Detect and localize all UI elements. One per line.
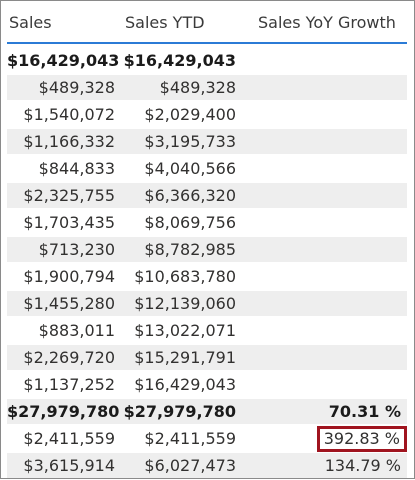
cell-sales-ytd: $16,429,043 <box>134 375 236 394</box>
table-total-row[interactable]: $16,429,043 $16,429,043 <box>7 48 407 73</box>
table-row[interactable]: $713,230 $8,782,985 <box>7 237 407 262</box>
table-header: Sales Sales YTD Sales YoY Growth <box>7 3 407 44</box>
cell-sales: $16,429,043 <box>7 51 120 70</box>
table-row[interactable]: $844,833 $4,040,566 <box>7 156 407 181</box>
cell-sales-ytd: $8,782,985 <box>144 240 236 259</box>
table-row[interactable]: $2,269,720 $15,291,791 <box>7 345 407 370</box>
cell-sales: $1,455,280 <box>23 294 115 313</box>
cell-sales: $1,166,332 <box>23 132 115 151</box>
cell-sales: $2,269,720 <box>23 348 115 367</box>
table-total-row[interactable]: $27,979,780 $27,979,780 70.31 % <box>7 399 407 424</box>
table-row[interactable]: $1,540,072 $2,029,400 <box>7 102 407 127</box>
cell-sales-ytd: $6,366,320 <box>144 186 236 205</box>
cell-sales: $1,703,435 <box>23 213 115 232</box>
cell-sales-yoy-growth: 392.83 % <box>246 425 407 452</box>
table-row[interactable]: $1,137,252 $16,429,043 <box>7 372 407 397</box>
cell-sales-ytd: $8,069,756 <box>144 213 236 232</box>
cell-sales-ytd: $12,139,060 <box>134 294 236 313</box>
table-row[interactable]: $2,325,755 $6,366,320 <box>7 183 407 208</box>
cell-sales: $2,325,755 <box>23 186 115 205</box>
cell-sales-ytd: $15,291,791 <box>134 348 236 367</box>
column-header-sales-yoy-growth[interactable]: Sales YoY Growth <box>258 13 396 32</box>
cell-sales: $883,011 <box>38 321 115 340</box>
column-header-sales[interactable]: Sales <box>9 13 52 32</box>
table-row[interactable]: $489,328 $489,328 <box>7 75 407 100</box>
cell-sales-ytd: $16,429,043 <box>123 51 236 70</box>
cell-sales-yoy-growth: 134.79 % <box>324 456 401 475</box>
cell-sales-ytd: $3,195,733 <box>144 132 236 151</box>
cell-sales-ytd: $10,683,780 <box>134 267 236 286</box>
table-row[interactable]: $883,011 $13,022,071 <box>7 318 407 343</box>
cell-sales: $1,900,794 <box>23 267 115 286</box>
cell-sales: $2,411,559 <box>23 429 115 448</box>
cell-sales: $3,615,914 <box>23 456 115 475</box>
cell-sales: $1,137,252 <box>23 375 115 394</box>
cell-sales-ytd: $6,027,473 <box>144 456 236 475</box>
cell-sales-ytd: $13,022,071 <box>134 321 236 340</box>
table-row[interactable]: $1,455,280 $12,139,060 <box>7 291 407 316</box>
cell-sales-ytd: $2,411,559 <box>144 429 236 448</box>
cell-sales: $713,230 <box>38 240 115 259</box>
highlighted-value: 392.83 % <box>316 425 407 452</box>
cell-sales: $844,833 <box>38 159 115 178</box>
cell-sales-ytd: $4,040,566 <box>144 159 236 178</box>
cell-sales: $1,540,072 <box>23 105 115 124</box>
table-row[interactable]: $1,703,435 $8,069,756 <box>7 210 407 235</box>
cell-sales-ytd: $2,029,400 <box>144 105 236 124</box>
table-body: $16,429,043 $16,429,043 $489,328 $489,328 $1… <box>7 48 407 478</box>
table-row[interactable]: $3,615,914 $6,027,473 134.79 % <box>7 453 407 478</box>
table-row[interactable]: $1,166,332 $3,195,733 <box>7 129 407 154</box>
table-row[interactable]: $1,900,794 $10,683,780 <box>7 264 407 289</box>
column-header-sales-ytd[interactable]: Sales YTD <box>125 13 205 32</box>
cell-sales-ytd: $27,979,780 <box>123 402 236 421</box>
table-row[interactable]: $2,411,559 $2,411,559 392.83 % <box>7 425 407 452</box>
cell-sales-ytd: $489,328 <box>159 78 236 97</box>
cell-sales: $27,979,780 <box>7 402 120 421</box>
matrix-table: Sales Sales YTD Sales YoY Growth $16,429… <box>7 3 407 480</box>
cell-sales: $489,328 <box>38 78 115 97</box>
cell-sales-yoy-growth: 70.31 % <box>328 402 401 421</box>
